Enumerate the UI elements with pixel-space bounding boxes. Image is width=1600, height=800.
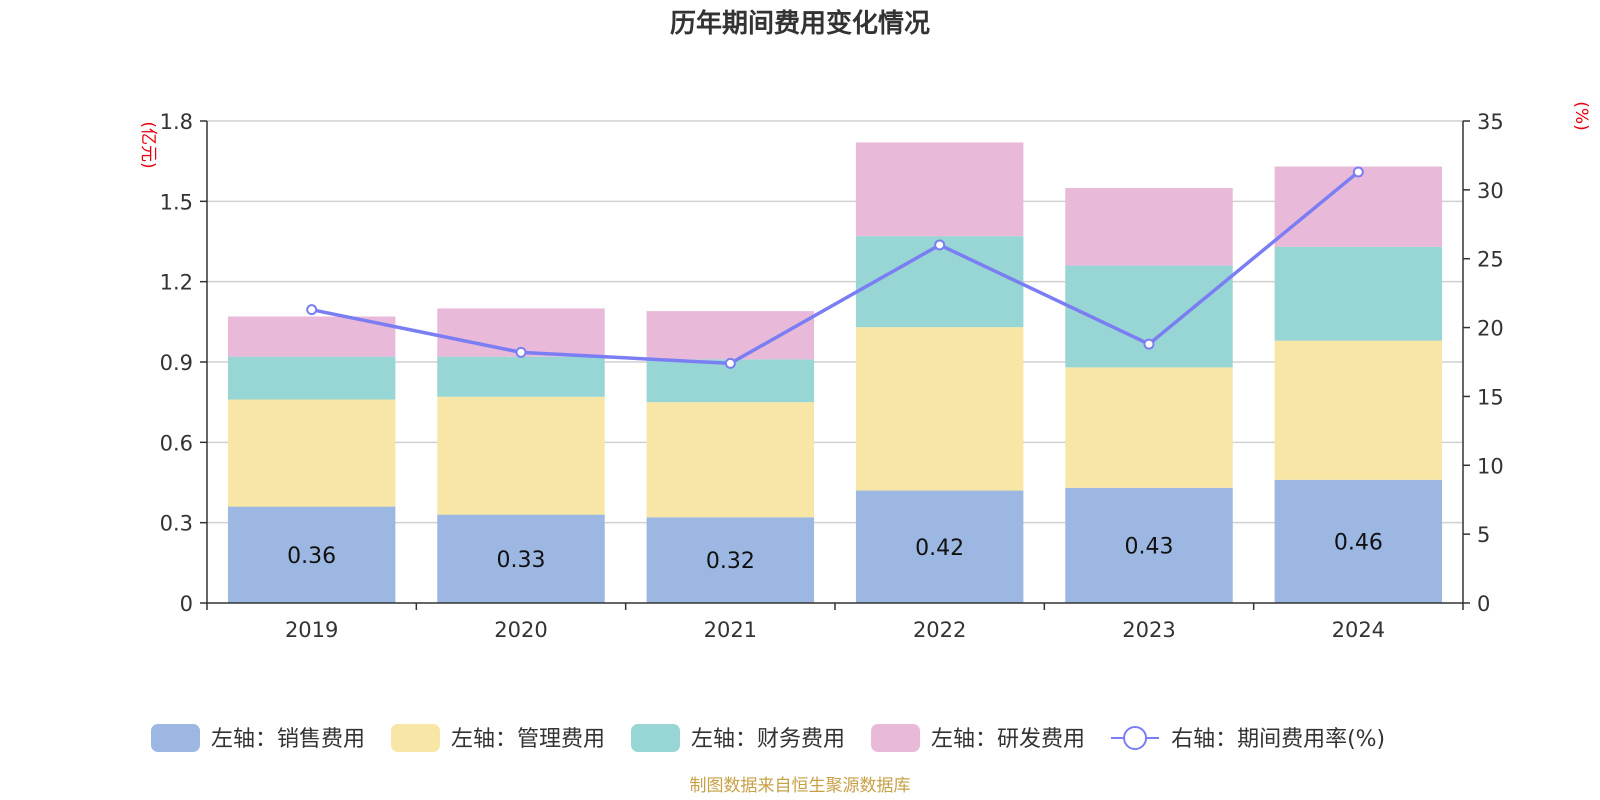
x-tick-label: 2023 bbox=[1122, 618, 1175, 642]
left-tick-label: 1.8 bbox=[160, 110, 193, 134]
bar-value-label: 0.36 bbox=[287, 544, 336, 569]
legend: 左轴：销售费用 左轴：管理费用 左轴：财务费用 左轴：研发费用 右轴：期间费用率(%) bbox=[151, 724, 1385, 752]
bar-segment bbox=[1274, 340, 1443, 480]
bar-segment bbox=[646, 517, 815, 603]
rate-line bbox=[306, 166, 1364, 369]
bar-segment bbox=[646, 311, 815, 360]
gridlines bbox=[207, 120, 1463, 524]
bar-value-label: 0.43 bbox=[1125, 534, 1174, 559]
bar-segment bbox=[227, 506, 396, 603]
left-tick-label: 0.3 bbox=[160, 512, 193, 536]
legend-swatch bbox=[871, 724, 921, 752]
legend-circle-swatch bbox=[1123, 726, 1148, 750]
bar-value-label: 0.46 bbox=[1334, 530, 1383, 555]
x-tick-label: 2020 bbox=[494, 618, 547, 642]
left-tick-label: 1.5 bbox=[160, 190, 193, 214]
bars bbox=[227, 142, 1443, 603]
bar-segment bbox=[1065, 487, 1233, 603]
right-tick-label: 10 bbox=[1477, 454, 1504, 478]
bar-segment bbox=[646, 402, 815, 518]
right-tick-label: 0 bbox=[1477, 592, 1490, 616]
legend-label: 左轴：销售费用 bbox=[211, 727, 365, 752]
bar-segment bbox=[437, 396, 605, 515]
right-tick-label: 20 bbox=[1477, 317, 1504, 341]
bar-segment bbox=[227, 316, 396, 357]
rate-line-path bbox=[311, 170, 1360, 366]
rate-point bbox=[515, 346, 527, 358]
bar-segment bbox=[437, 514, 605, 603]
right-tick-label: 5 bbox=[1477, 523, 1490, 547]
bar-segment bbox=[855, 142, 1024, 237]
bar-segment bbox=[227, 399, 396, 507]
rate-point bbox=[934, 239, 946, 251]
rate-point bbox=[724, 357, 736, 369]
legend-label: 左轴：研发费用 bbox=[931, 727, 1085, 752]
legend-swatch bbox=[391, 724, 441, 752]
legend-label: 左轴：管理费用 bbox=[451, 727, 605, 752]
bar-segment bbox=[1065, 187, 1233, 266]
bar-value-label: 0.33 bbox=[497, 548, 546, 573]
legend-label: 右轴：期间费用率(%) bbox=[1171, 727, 1385, 752]
x-tick-label: 2024 bbox=[1332, 618, 1385, 642]
left-axis-unit: (亿元) bbox=[138, 121, 158, 168]
right-tick-label: 35 bbox=[1477, 110, 1504, 134]
bar-segment bbox=[1065, 367, 1233, 488]
right-axis-unit: (%) bbox=[1571, 101, 1591, 130]
legend-label: 左轴：财务费用 bbox=[691, 727, 845, 752]
rate-point bbox=[1143, 338, 1155, 350]
x-tick-label: 2022 bbox=[913, 618, 966, 642]
data-labels: 0.36 0.33 0.32 0.42 0.43 0.46 bbox=[287, 530, 1383, 574]
bar-value-label: 0.32 bbox=[706, 549, 755, 574]
x-tick-label: 2021 bbox=[704, 618, 757, 642]
axes: 0 0.3 0.6 0.9 1.2 1.5 1.8 0 5 10 15 20 25 30 35 2019 202… bbox=[160, 110, 1504, 642]
left-tick-label: 0 bbox=[180, 592, 193, 616]
bar-segment bbox=[855, 327, 1024, 491]
left-tick-label: 1.2 bbox=[160, 271, 193, 295]
bar-segment bbox=[855, 236, 1024, 328]
source-note: 制图数据来自恒生聚源数据库 bbox=[690, 776, 911, 796]
right-tick-label: 15 bbox=[1477, 385, 1504, 409]
right-tick-label: 25 bbox=[1477, 248, 1504, 272]
legend-swatch bbox=[631, 724, 681, 752]
bar-segment bbox=[1274, 246, 1443, 341]
right-tick-label: 30 bbox=[1477, 179, 1504, 203]
bar-segment bbox=[1274, 166, 1443, 247]
bar-segment bbox=[855, 490, 1024, 603]
bar-value-label: 0.42 bbox=[915, 536, 964, 561]
left-tick-label: 0.6 bbox=[160, 431, 193, 455]
bar-segment bbox=[1274, 479, 1443, 603]
x-tick-label: 2019 bbox=[285, 618, 338, 642]
rate-point bbox=[1352, 166, 1364, 178]
bar-segment bbox=[227, 356, 396, 400]
rate-point bbox=[306, 304, 318, 316]
chart-title: 历年期间费用变化情况 bbox=[670, 8, 930, 39]
bar-segment bbox=[437, 356, 605, 397]
legend-swatch bbox=[151, 724, 200, 752]
left-tick-label: 0.9 bbox=[160, 351, 193, 375]
